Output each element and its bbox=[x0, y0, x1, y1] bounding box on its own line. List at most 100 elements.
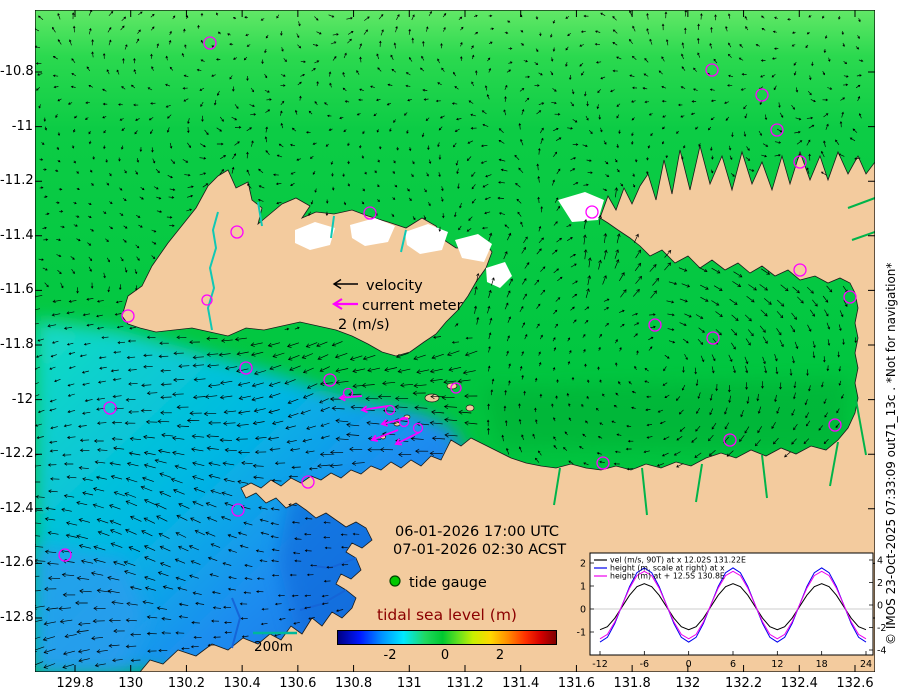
no-data-patch bbox=[350, 218, 395, 246]
y-tick-label: -12.2 bbox=[0, 446, 34, 462]
colorbar bbox=[337, 630, 557, 645]
inset-text: 12 bbox=[771, 659, 783, 670]
y-tick-label: -11.8 bbox=[0, 337, 34, 352]
current-meter-vector bbox=[338, 393, 363, 402]
inset-series bbox=[599, 567, 867, 643]
river bbox=[641, 467, 648, 516]
y-tick-label: -11.4 bbox=[0, 227, 34, 243]
x-tick-label: 131.4 bbox=[502, 676, 540, 691]
y-tick-label: -12 bbox=[11, 391, 33, 407]
current-meter-marker bbox=[231, 503, 245, 517]
current-meter-marker bbox=[239, 361, 253, 375]
inset-plot-box bbox=[589, 552, 874, 656]
y-tick-label: -12.8 bbox=[0, 610, 34, 625]
river bbox=[855, 399, 867, 456]
velocity-arrows bbox=[35, 10, 864, 669]
current-meter-marker bbox=[230, 225, 244, 239]
tide-gauge-label: tide gauge bbox=[409, 575, 487, 591]
river bbox=[257, 201, 263, 227]
colorbar-tick: 2 bbox=[495, 648, 505, 663]
copyright-notice: © IMOS 23-Oct-2025 07:33:09 out71_13c . … bbox=[884, 262, 898, 645]
no-data-patch bbox=[455, 234, 492, 262]
current-meter-marker bbox=[770, 123, 784, 137]
inset-text: 24 bbox=[860, 659, 872, 670]
x-tick-label: 130.4 bbox=[223, 676, 261, 691]
current-meter-legend-arrow-icon bbox=[331, 298, 358, 310]
y-tick-label: -12.6 bbox=[0, 555, 34, 571]
current-meter-marker bbox=[301, 475, 315, 489]
current-meter-vector bbox=[370, 429, 399, 442]
land-mainland bbox=[139, 145, 875, 672]
inset-text: height (m) at + 12.5S 130.8E bbox=[610, 572, 725, 581]
x-tick-label: 130.8 bbox=[334, 676, 373, 691]
current-meter-marker bbox=[450, 382, 462, 394]
inset-text: -1 bbox=[577, 628, 586, 639]
x-tick-label: 131.6 bbox=[557, 676, 596, 691]
x-tick-label: 129.8 bbox=[56, 676, 94, 691]
x-tick-label: 132.6 bbox=[836, 676, 874, 691]
map: velocity current meter 2 (m/s) 06-01-202… bbox=[35, 10, 875, 672]
timestamp-utc: 06-01-2026 17:00 UTC bbox=[395, 524, 559, 540]
x-tick-label: 131 bbox=[396, 676, 422, 691]
current-meter-marker bbox=[596, 456, 610, 470]
y-tick-label: -12.4 bbox=[0, 500, 34, 516]
colorbar-tick: 0 bbox=[440, 648, 450, 663]
current-meter-marker bbox=[398, 416, 410, 428]
map-annotations: velocity current meter 2 (m/s) 06-01-202… bbox=[253, 278, 566, 655]
depth-contour-label: 200m bbox=[254, 639, 293, 655]
velocity-arrow-field bbox=[35, 10, 864, 669]
river bbox=[231, 597, 242, 649]
inset-text: -6 bbox=[640, 659, 649, 670]
current-meter-markers bbox=[58, 36, 857, 562]
current-meter-marker bbox=[706, 331, 720, 345]
x-tick-label: 131.2 bbox=[446, 676, 484, 691]
inset-text: 0 bbox=[580, 605, 586, 616]
velocity-legend-arrow-icon bbox=[332, 278, 358, 290]
colorbar-title: tidal sea level (m) bbox=[377, 606, 517, 624]
inset-text: 6 bbox=[730, 659, 736, 670]
current-meter-marker bbox=[384, 404, 396, 416]
current-meter-marker bbox=[201, 294, 213, 306]
current-meter-marker bbox=[793, 263, 807, 277]
inset-ticks bbox=[590, 559, 873, 655]
current-meter-marker bbox=[585, 205, 599, 219]
inset-text: 4 bbox=[877, 556, 883, 567]
inset-text: -2 bbox=[877, 623, 886, 634]
y-tick-label: -11.2 bbox=[0, 173, 34, 189]
river bbox=[847, 197, 875, 209]
velocity-legend-label: velocity bbox=[366, 278, 423, 294]
no-data-patch bbox=[405, 224, 448, 254]
x-tick-label: 130.6 bbox=[279, 676, 317, 691]
x-tick-label: 131.8 bbox=[613, 676, 651, 691]
axes-frame bbox=[35, 10, 875, 672]
y-tick-label: -11.6 bbox=[0, 282, 34, 298]
river bbox=[206, 211, 219, 331]
x-tick-label: 130 bbox=[118, 676, 144, 691]
river bbox=[851, 231, 875, 241]
no-data-patch bbox=[558, 192, 604, 222]
colorbar-tick: -2 bbox=[383, 648, 397, 663]
land-tiwi bbox=[121, 169, 493, 357]
island bbox=[465, 404, 475, 412]
current-meter-marker bbox=[323, 373, 337, 387]
current-meter-vector bbox=[360, 405, 389, 414]
x-tick-label: 132.4 bbox=[780, 676, 818, 691]
inset-text: -12 bbox=[592, 659, 608, 670]
inset-text: vel (m/s, 90T) at x 12.02S 131.22E bbox=[610, 556, 746, 565]
current-meter-marker bbox=[121, 309, 135, 323]
current-meter-vector bbox=[394, 431, 421, 446]
y-tick-label: -11 bbox=[11, 118, 33, 134]
inset-text: height (m, scale at right) at x bbox=[610, 564, 725, 573]
river bbox=[400, 229, 407, 253]
no-data-patch bbox=[295, 222, 335, 250]
current-meter-marker bbox=[58, 548, 72, 562]
current-meter-marker bbox=[363, 206, 377, 220]
axis-ticks bbox=[35, 10, 875, 672]
river bbox=[313, 557, 357, 570]
inset-text: 1 bbox=[580, 582, 586, 593]
inset-text: 0 bbox=[686, 659, 692, 670]
river bbox=[330, 215, 335, 239]
current-meter-marker bbox=[828, 418, 842, 432]
